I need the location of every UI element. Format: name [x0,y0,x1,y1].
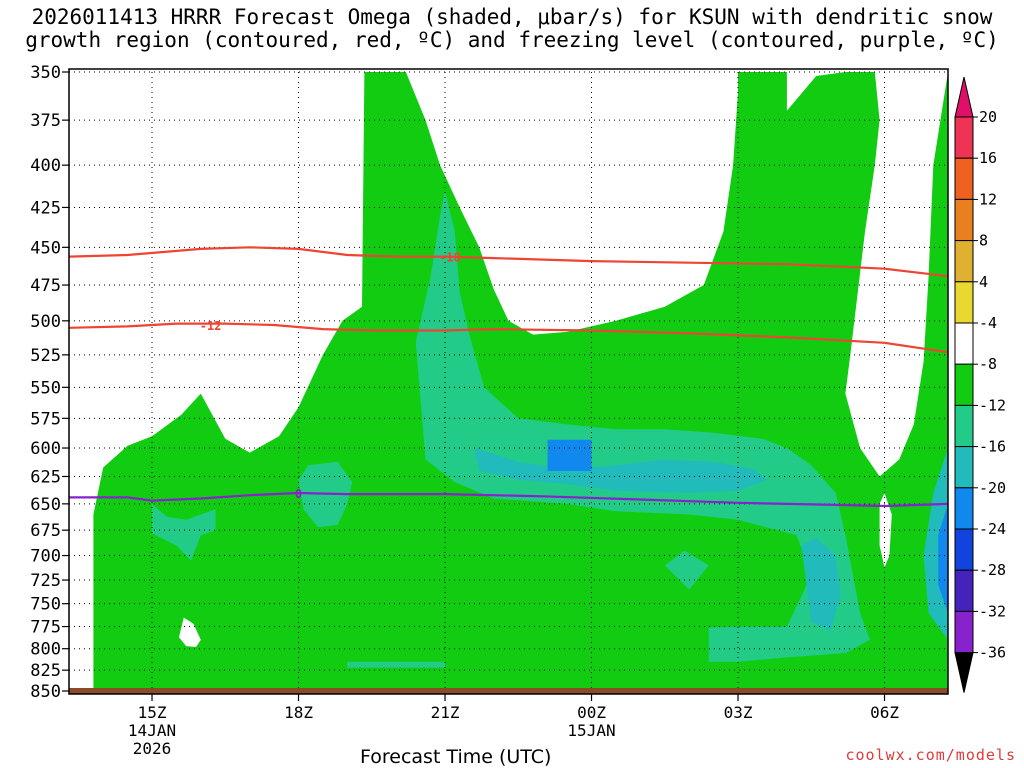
xtick-label-15Z: 15Z [138,703,167,722]
contour-label-2: 0 [295,487,302,501]
colorbar-bin-1 [954,157,974,200]
omega-region-11 [178,617,201,647]
colorbar-label-13: -36 [979,644,1006,662]
ytick-label-800: 800 [30,640,61,660]
omega-region-4 [664,550,709,590]
colorbar-bin-3 [954,240,974,283]
xtick-label-03Z: 03Z [724,703,753,722]
colorbar-bin-7 [954,404,974,448]
colorbar-label-4: 4 [979,273,988,291]
omega-shading [93,72,948,691]
ytick-label-450: 450 [30,238,61,258]
omega-region-10 [938,503,948,613]
colorbar-bin-10 [954,528,974,571]
colorbar-label-7: -12 [979,396,1006,414]
ytick-label-825: 825 [30,661,61,681]
ytick-label-725: 725 [30,571,61,591]
credit-link[interactable]: coolwx.com/models [845,746,1016,764]
colorbar-label-1: 16 [979,149,997,167]
ytick-label-675: 675 [30,521,61,541]
y-axis: 350 375 400 425 450 475 500 525 550 575 600 625 650 6… [30,63,69,702]
x-axis-label: Forecast Time (UTC) [360,746,552,768]
colorbar-bin-12 [954,610,974,654]
colorbar-label-11: -28 [979,561,1006,579]
ytick-label-850: 850 [30,682,61,702]
ground-strip [69,688,948,694]
colorbar-label-9: -20 [979,479,1006,497]
omega-region-12 [879,493,892,568]
xtick-label-21Z: 21Z [431,703,460,722]
colorbar-label-0: 20 [979,108,997,126]
omega-region-6 [474,448,768,493]
ytick-label-700: 700 [30,547,61,567]
plot-frame [68,68,949,695]
colorbar-top-extension [954,76,974,118]
ytick-label-750: 750 [30,595,61,615]
colorbar-label-5: -4 [979,314,997,332]
colorbar-label-3: 8 [979,232,988,250]
xtick-label-00Z: 00Z [577,703,606,722]
colorbar-bin-6 [954,363,974,406]
ytick-label-375: 375 [30,111,61,131]
ytick-label-400: 400 [30,156,61,176]
colorbar-bottom-extension [954,652,974,693]
gridlines [69,71,948,692]
colorbar-label-8: -16 [979,438,1006,456]
omega-region-3 [152,503,216,561]
colorbar-label-10: -24 [979,520,1006,538]
temperature-contours: -18 -12 0 [69,246,948,508]
ytick-label-350: 350 [30,63,61,83]
ytick-label-425: 425 [30,198,61,218]
ytick-label-500: 500 [30,312,61,332]
colorbar-bin-5 [954,322,974,365]
colorbar-bin-8 [954,446,974,489]
title-line-2: growth region (contoured, red, ºC) and f… [25,28,999,52]
ytick-label-550: 550 [30,378,61,398]
contour-line-0 [69,246,948,278]
colorbar-bin-0 [954,116,974,159]
xtick-date-00Z: 15JAN [567,721,615,740]
colorbar-label-12: -32 [979,602,1006,620]
omega-region-7 [801,537,841,631]
omega-region-0 [93,72,948,691]
contour-line-2 [69,491,948,508]
xtick-label-06Z: 06Z [870,703,899,722]
omega-region-9 [547,439,592,471]
colorbar-bin-9 [954,487,974,530]
contour-line-1 [69,322,948,354]
ytick-label-650: 650 [30,495,61,515]
colorbar: 20 16 12 8 4 -4 -8 -12 -16 -20 -24 -28 -32 -36 [954,76,1006,693]
contour-label-0: -18 [439,251,461,265]
xtick-year-15Z: 2026 [133,739,172,758]
title-line-1: 2026011413 HRRR Forecast Omega (shaded, … [31,5,993,29]
colorbar-bin-4 [954,281,974,324]
colorbar-bin-11 [954,569,974,612]
colorbar-label-6: -8 [979,355,997,373]
colorbar-label-2: 12 [979,190,997,208]
contour-label-1: -12 [200,319,222,333]
ytick-label-600: 600 [30,439,61,459]
omega-region-5 [347,661,445,668]
chart-title: 2026011413 HRRR Forecast Omega (shaded, … [0,6,1024,52]
ytick-label-525: 525 [30,346,61,366]
xtick-label-18Z: 18Z [284,703,313,722]
colorbar-bin-2 [954,198,974,242]
ytick-label-775: 775 [30,618,61,638]
ytick-label-575: 575 [30,409,61,429]
xtick-date-15Z: 14JAN [128,721,176,740]
ytick-label-625: 625 [30,467,61,487]
ytick-label-475: 475 [30,276,61,296]
